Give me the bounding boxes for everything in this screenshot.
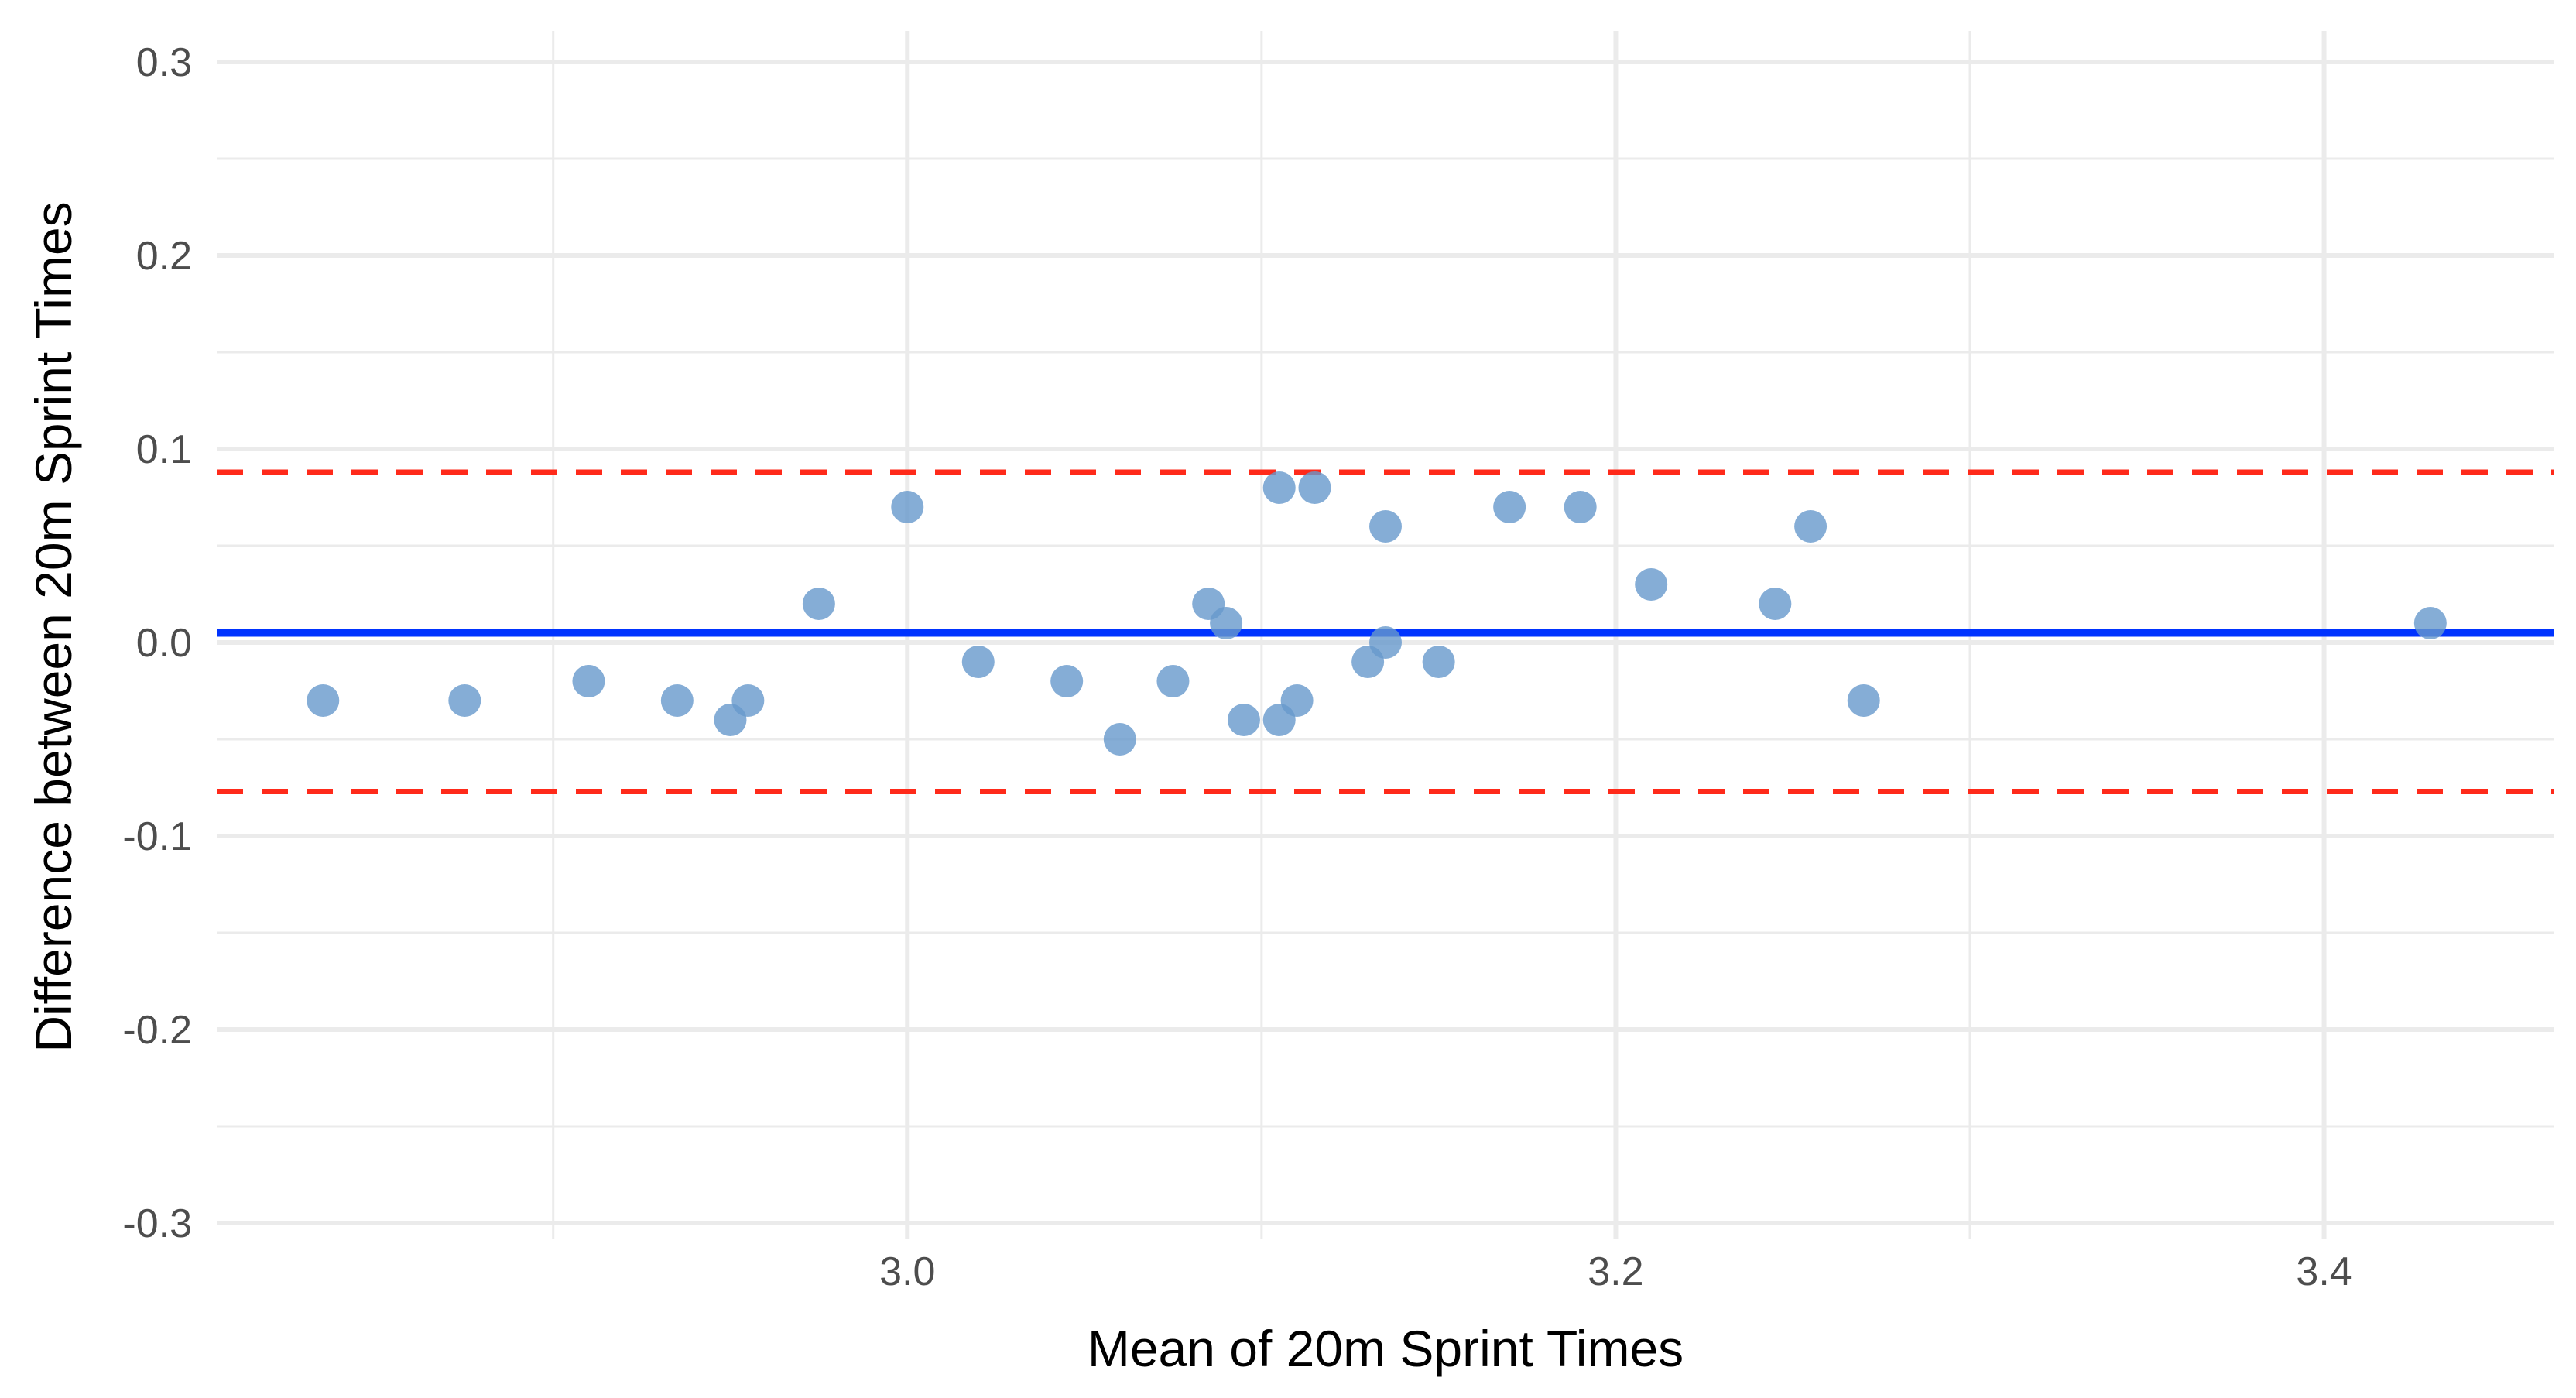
data-point	[1564, 491, 1597, 523]
y-tick-label: 0.2	[136, 234, 192, 279]
data-point	[1210, 607, 1243, 639]
data-point	[1050, 665, 1084, 697]
y-tick-label: -0.3	[122, 1201, 192, 1246]
data-point	[891, 491, 924, 523]
data-point	[1794, 510, 1828, 543]
data-point	[1422, 646, 1455, 678]
data-point	[1156, 665, 1190, 697]
data-point	[1227, 704, 1260, 736]
y-tick-label: -0.1	[122, 814, 192, 859]
data-point	[572, 665, 605, 697]
data-point	[1369, 510, 1402, 543]
grid-lines	[217, 31, 2554, 1239]
y-tick-label: -0.2	[122, 1008, 192, 1053]
y-tick-label: 0.3	[136, 40, 192, 85]
data-point	[1759, 588, 1792, 620]
data-point	[1493, 491, 1526, 523]
data-point	[1262, 471, 1296, 504]
y-tick-labels: -0.3 -0.2 -0.1 0.0 0.1 0.2 0.3	[122, 40, 192, 1246]
data-point	[1635, 568, 1668, 601]
data-point	[1847, 684, 1880, 717]
x-axis-title: Mean of 20m Sprint Times	[1088, 1320, 1684, 1377]
x-tick-label: 3.4	[2296, 1249, 2352, 1294]
data-point	[660, 684, 694, 717]
data-point	[1280, 684, 1314, 717]
data-point	[731, 684, 765, 717]
data-point	[802, 588, 835, 620]
y-axis-title: Difference between 20m Sprint Times	[25, 201, 82, 1052]
x-tick-labels: 3.0 3.2 3.4	[879, 1249, 2352, 1294]
x-tick-label: 3.2	[1588, 1249, 1643, 1294]
data-point	[448, 684, 481, 717]
data-point	[961, 646, 995, 678]
data-point	[1103, 723, 1136, 756]
x-tick-label: 3.0	[879, 1249, 935, 1294]
data-point	[1298, 471, 1331, 504]
y-tick-label: 0.0	[136, 621, 192, 666]
data-points	[307, 471, 2447, 756]
data-point	[2413, 607, 2447, 639]
data-point	[307, 684, 340, 717]
y-tick-label: 0.1	[136, 427, 192, 472]
data-point	[1369, 626, 1402, 659]
